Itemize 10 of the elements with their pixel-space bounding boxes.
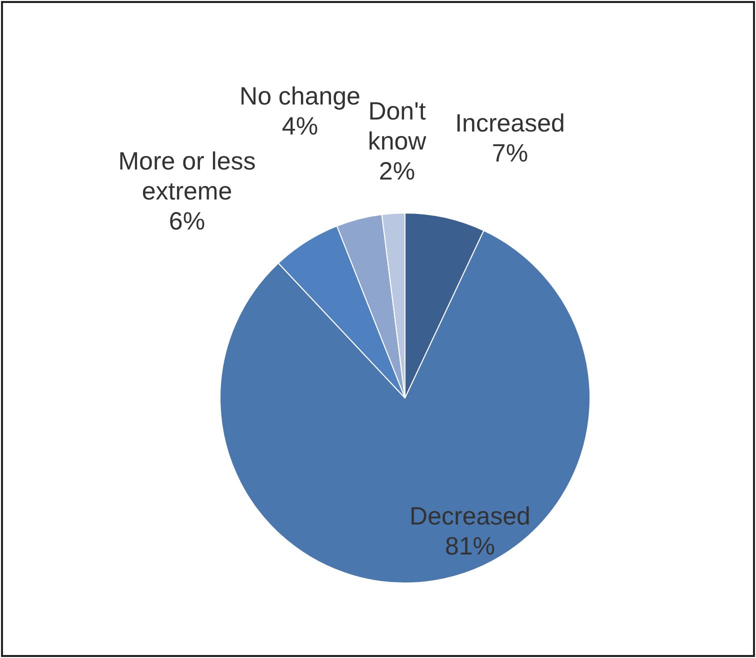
data-label: 2% — [378, 158, 416, 186]
data-label: 6% — [168, 208, 206, 236]
data-label: 81% — [444, 532, 496, 561]
data-label: 4% — [282, 112, 318, 141]
slice-label: No change — [240, 82, 360, 111]
data-label: 7% — [492, 140, 528, 168]
slice-label: Don't know — [368, 98, 428, 156]
slice-label: More or less extreme — [118, 148, 256, 206]
slice-label: Decreased — [410, 502, 530, 531]
slice-label: Increased — [455, 110, 565, 138]
